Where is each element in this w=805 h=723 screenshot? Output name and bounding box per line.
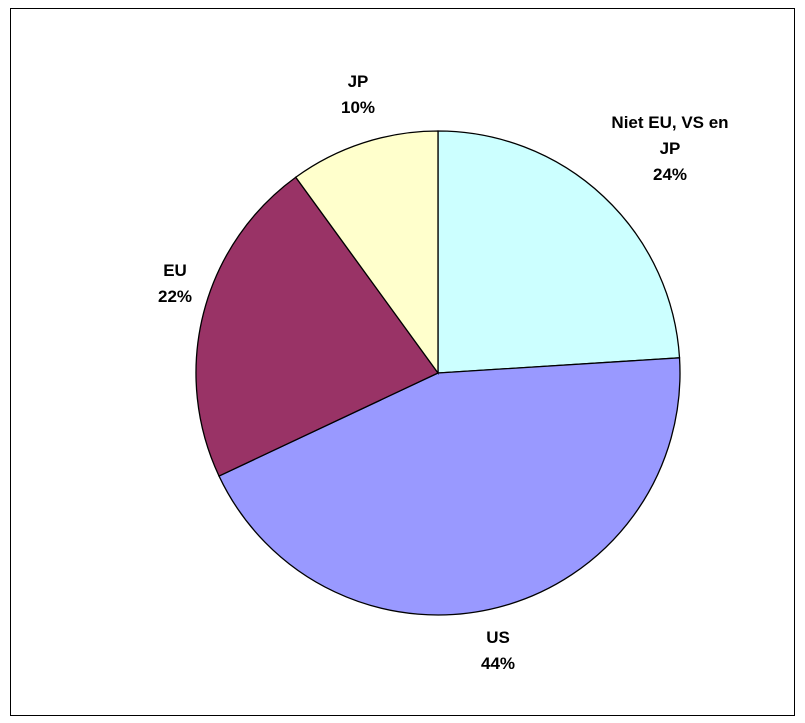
pie-slice-jp bbox=[294, 130, 439, 376]
pie-slice-niet-eu-vs-en-jp bbox=[437, 130, 681, 374]
slice-label-jp: JP 10% bbox=[341, 72, 375, 117]
pie-slice-eu bbox=[195, 176, 439, 477]
slice-label-us: US 44% bbox=[481, 628, 515, 673]
slice-label-niet-eu-vs-en-jp: Niet EU, VS en JP 24% bbox=[611, 113, 728, 184]
slice-label-eu: EU 22% bbox=[158, 261, 192, 306]
